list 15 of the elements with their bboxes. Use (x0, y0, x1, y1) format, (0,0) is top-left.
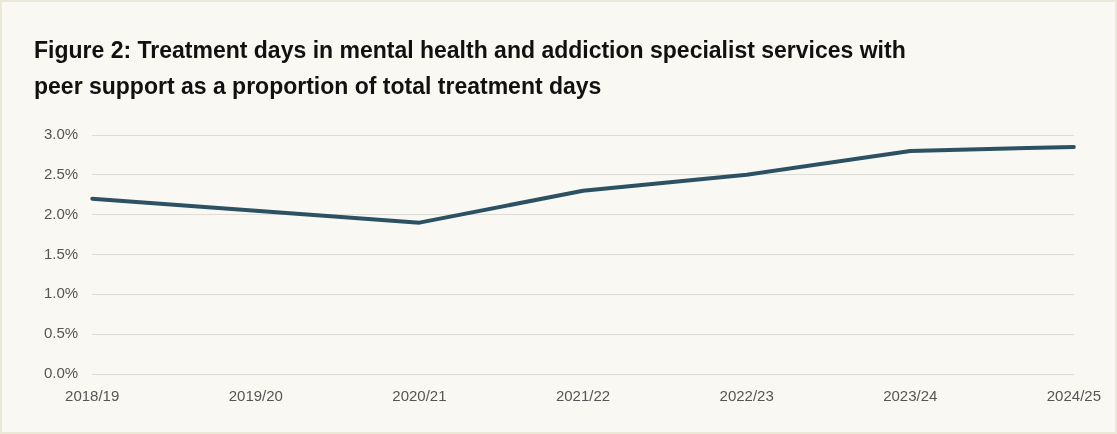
y-tick-label: 2.0% (43, 204, 79, 222)
x-tick-label: 2023/24 (883, 387, 938, 405)
y-tick-label: 0.0% (43, 364, 79, 382)
y-tick-label: 1.5% (43, 244, 79, 262)
y-tick-label: 2.5% (43, 164, 79, 182)
x-tick-label: 2021/22 (555, 387, 611, 405)
y-tick-label: 1.0% (43, 284, 79, 302)
chart-title: Figure 2: Treatment days in mental health and addiction specialist services with peer support as a proportion of total treatment days (34, 36, 907, 101)
x-tick-label: 2020/21 (392, 387, 447, 405)
x-tick-label: 2018/19 (65, 387, 120, 405)
y-tick-label: 3.0% (43, 125, 79, 143)
x-tick-label: 2024/25 (1046, 387, 1102, 405)
x-tick-label: 2019/20 (228, 387, 283, 405)
x-tick-label: 2022/23 (719, 387, 774, 405)
y-tick-label: 0.5% (43, 324, 79, 342)
